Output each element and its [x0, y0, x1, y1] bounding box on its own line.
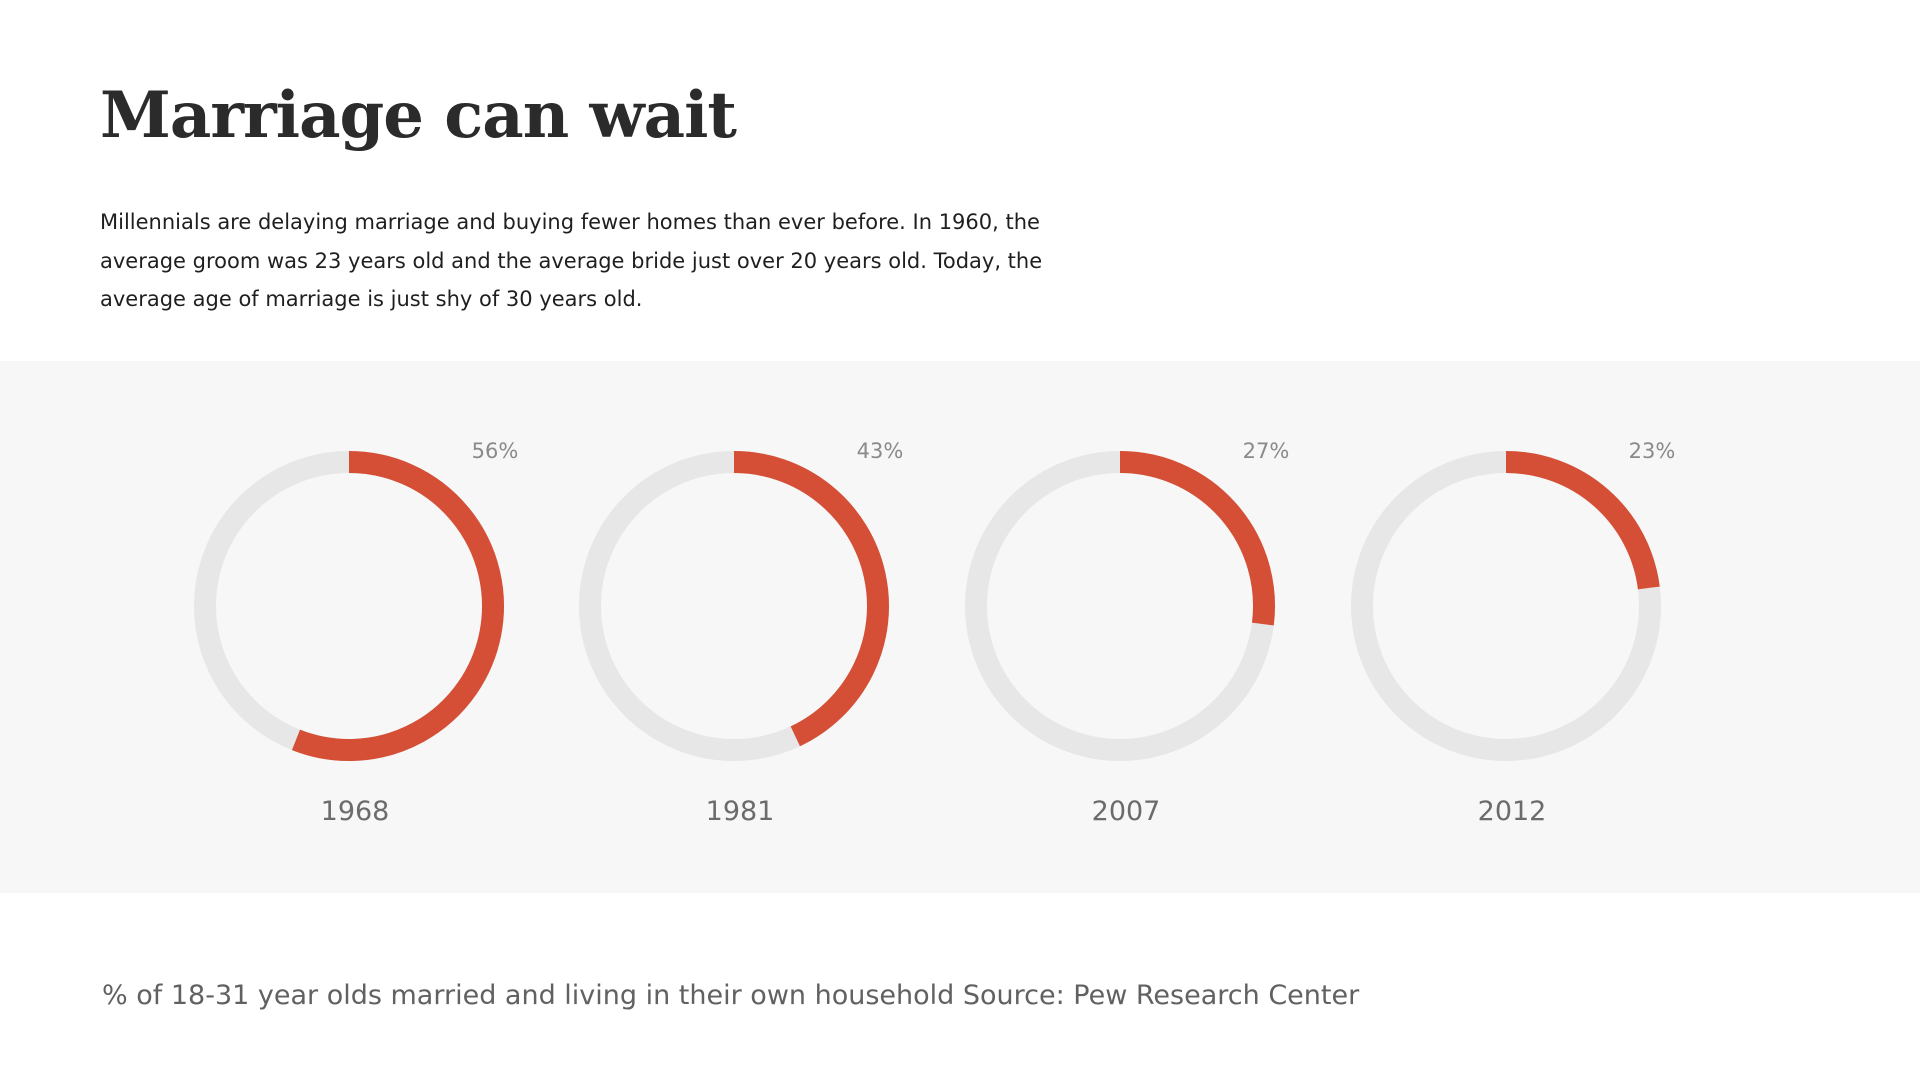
- donut-2012: 23% 2012: [1351, 439, 1676, 827]
- donut-value-label-1968: 56%: [472, 439, 519, 463]
- donut-year-label-2007: 2007: [1092, 796, 1161, 827]
- donut-year-label-1981: 1981: [706, 796, 775, 827]
- donut-arc-1968: [291, 451, 504, 761]
- donut-arc-2012: [1505, 451, 1660, 590]
- donut-1981: 43% 1981: [579, 439, 904, 827]
- donut-chart: 56% 1968 43% 1981 27% 2007 23% 2012: [194, 439, 1676, 827]
- donut-arc-1981: [733, 451, 889, 747]
- donut-1968: 56% 1968: [194, 439, 519, 827]
- donut-2007: 27% 2007: [965, 439, 1290, 827]
- donut-value-label-1981: 43%: [857, 439, 904, 463]
- donut-value-label-2012: 23%: [1629, 439, 1676, 463]
- donut-value-label-2007: 27%: [1243, 439, 1290, 463]
- page-title: Marriage can wait: [100, 78, 737, 153]
- chart-panel: 56% 1968 43% 1981 27% 2007 23% 2012: [0, 361, 1920, 893]
- donut-year-label-2012: 2012: [1478, 796, 1547, 827]
- chart-caption: % of 18-31 year olds married and living …: [102, 980, 1360, 1011]
- donut-arc-2007: [1119, 451, 1275, 626]
- intro-paragraph: Millennials are delaying marriage and bu…: [100, 210, 1043, 311]
- donut-year-label-1968: 1968: [321, 796, 390, 827]
